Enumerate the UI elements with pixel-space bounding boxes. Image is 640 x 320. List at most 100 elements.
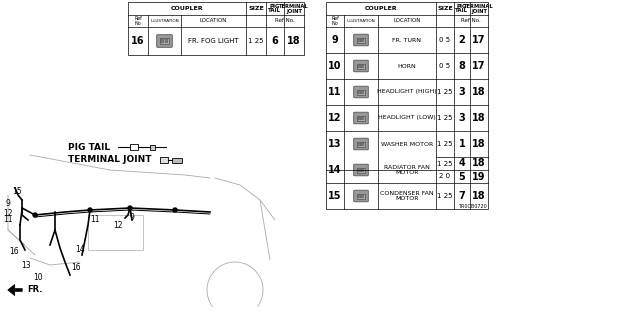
Bar (362, 116, 364, 119)
Bar (358, 116, 360, 119)
Text: Ref
No: Ref No (134, 16, 142, 26)
Text: TERMINAL JOINT: TERMINAL JOINT (68, 156, 152, 164)
Text: 18: 18 (472, 139, 486, 149)
Text: PIG
TAIL: PIG TAIL (456, 4, 468, 13)
Text: 10: 10 (328, 61, 342, 71)
Text: 16: 16 (131, 36, 145, 46)
FancyBboxPatch shape (354, 190, 368, 202)
Bar (130, 144, 138, 150)
FancyBboxPatch shape (354, 112, 368, 124)
Text: 16: 16 (9, 247, 19, 257)
Bar (357, 141, 365, 147)
Text: 11: 11 (3, 214, 13, 223)
Text: 12: 12 (3, 209, 13, 218)
Text: RADIATOR FAN
MOTOR: RADIATOR FAN MOTOR (384, 165, 430, 175)
Text: 6: 6 (271, 36, 278, 46)
Bar (358, 142, 360, 146)
Bar (362, 169, 364, 172)
Text: 17: 17 (472, 35, 486, 45)
Text: TERMINAL
JOINT: TERMINAL JOINT (279, 4, 309, 13)
Bar (358, 65, 360, 68)
Bar (357, 90, 365, 94)
Bar (326, 2, 488, 209)
FancyBboxPatch shape (354, 138, 368, 150)
Text: 7: 7 (459, 191, 465, 201)
Text: 5: 5 (459, 172, 465, 181)
Text: 1 25: 1 25 (437, 193, 452, 199)
Circle shape (88, 208, 92, 212)
Text: 9: 9 (6, 199, 10, 209)
Text: FR. TURN: FR. TURN (392, 37, 422, 43)
Text: 13: 13 (328, 139, 342, 149)
Text: 14: 14 (75, 245, 85, 254)
Bar (172, 157, 182, 163)
Text: HORN: HORN (397, 63, 417, 68)
Bar (160, 38, 169, 44)
Text: 11: 11 (328, 87, 342, 97)
Text: ILLUSTRATION: ILLUSTRATION (347, 19, 375, 23)
Bar (357, 167, 365, 172)
Bar (362, 38, 364, 42)
Text: 2 0: 2 0 (440, 173, 451, 180)
Bar (165, 39, 168, 43)
FancyBboxPatch shape (354, 86, 368, 98)
Bar (357, 37, 365, 43)
Bar (357, 63, 365, 68)
Text: HEADLIGHT (LOW): HEADLIGHT (LOW) (378, 116, 436, 121)
Text: FR.: FR. (27, 285, 42, 294)
Bar (362, 142, 364, 146)
Text: Ref No.: Ref No. (275, 19, 295, 23)
Circle shape (173, 208, 177, 212)
Bar (357, 116, 365, 121)
Bar (161, 39, 164, 43)
Text: 15: 15 (12, 188, 22, 196)
Text: 17: 17 (472, 61, 486, 71)
Bar (150, 145, 155, 149)
Text: 1 25: 1 25 (437, 115, 452, 121)
Text: 1 25: 1 25 (437, 89, 452, 95)
Text: 18: 18 (472, 113, 486, 123)
Bar (358, 169, 360, 172)
Text: HEADLIGHT (HIGH): HEADLIGHT (HIGH) (377, 90, 437, 94)
Bar (358, 91, 360, 93)
Text: PIG TAIL: PIG TAIL (68, 142, 110, 151)
Text: 0 5: 0 5 (440, 37, 451, 43)
Bar (362, 91, 364, 93)
Bar (362, 195, 364, 197)
Text: WASHER MOTOR: WASHER MOTOR (381, 141, 433, 147)
Text: 18: 18 (287, 36, 301, 46)
Text: LOCATION: LOCATION (394, 19, 420, 23)
Text: 9: 9 (332, 35, 339, 45)
Text: 14: 14 (328, 165, 342, 175)
Text: 18: 18 (472, 158, 486, 169)
Text: Ref
No: Ref No (331, 16, 339, 26)
Bar (358, 195, 360, 197)
Text: 1 25: 1 25 (437, 161, 452, 166)
Bar (128, 2, 304, 55)
Text: 8: 8 (459, 61, 465, 71)
Text: TERMINAL
JOINT: TERMINAL JOINT (464, 4, 494, 13)
Bar (362, 65, 364, 68)
FancyBboxPatch shape (354, 164, 368, 176)
Text: 16: 16 (71, 263, 81, 273)
Bar (358, 38, 360, 42)
Text: SIZE: SIZE (248, 6, 264, 11)
Text: 4: 4 (459, 158, 465, 169)
Text: 0 5: 0 5 (440, 63, 451, 69)
Text: CONDENSER FAN
MOTOR: CONDENSER FAN MOTOR (380, 191, 434, 201)
Text: 3: 3 (459, 113, 465, 123)
Text: LOCATION: LOCATION (200, 19, 227, 23)
FancyBboxPatch shape (157, 35, 172, 47)
Text: SIZE: SIZE (437, 6, 453, 11)
Text: 1: 1 (459, 139, 465, 149)
Text: FR. FOG LIGHT: FR. FOG LIGHT (188, 38, 239, 44)
FancyBboxPatch shape (354, 60, 368, 72)
Text: TR0CB0720: TR0CB0720 (458, 204, 487, 209)
Text: ILLUSTRATION: ILLUSTRATION (150, 19, 179, 23)
Text: 18: 18 (472, 87, 486, 97)
Text: 10: 10 (33, 274, 43, 283)
Text: COUPLER: COUPLER (171, 6, 204, 11)
Text: COUPLER: COUPLER (365, 6, 397, 11)
Text: 12: 12 (113, 220, 123, 229)
Text: PIG
TAIL: PIG TAIL (268, 4, 282, 13)
